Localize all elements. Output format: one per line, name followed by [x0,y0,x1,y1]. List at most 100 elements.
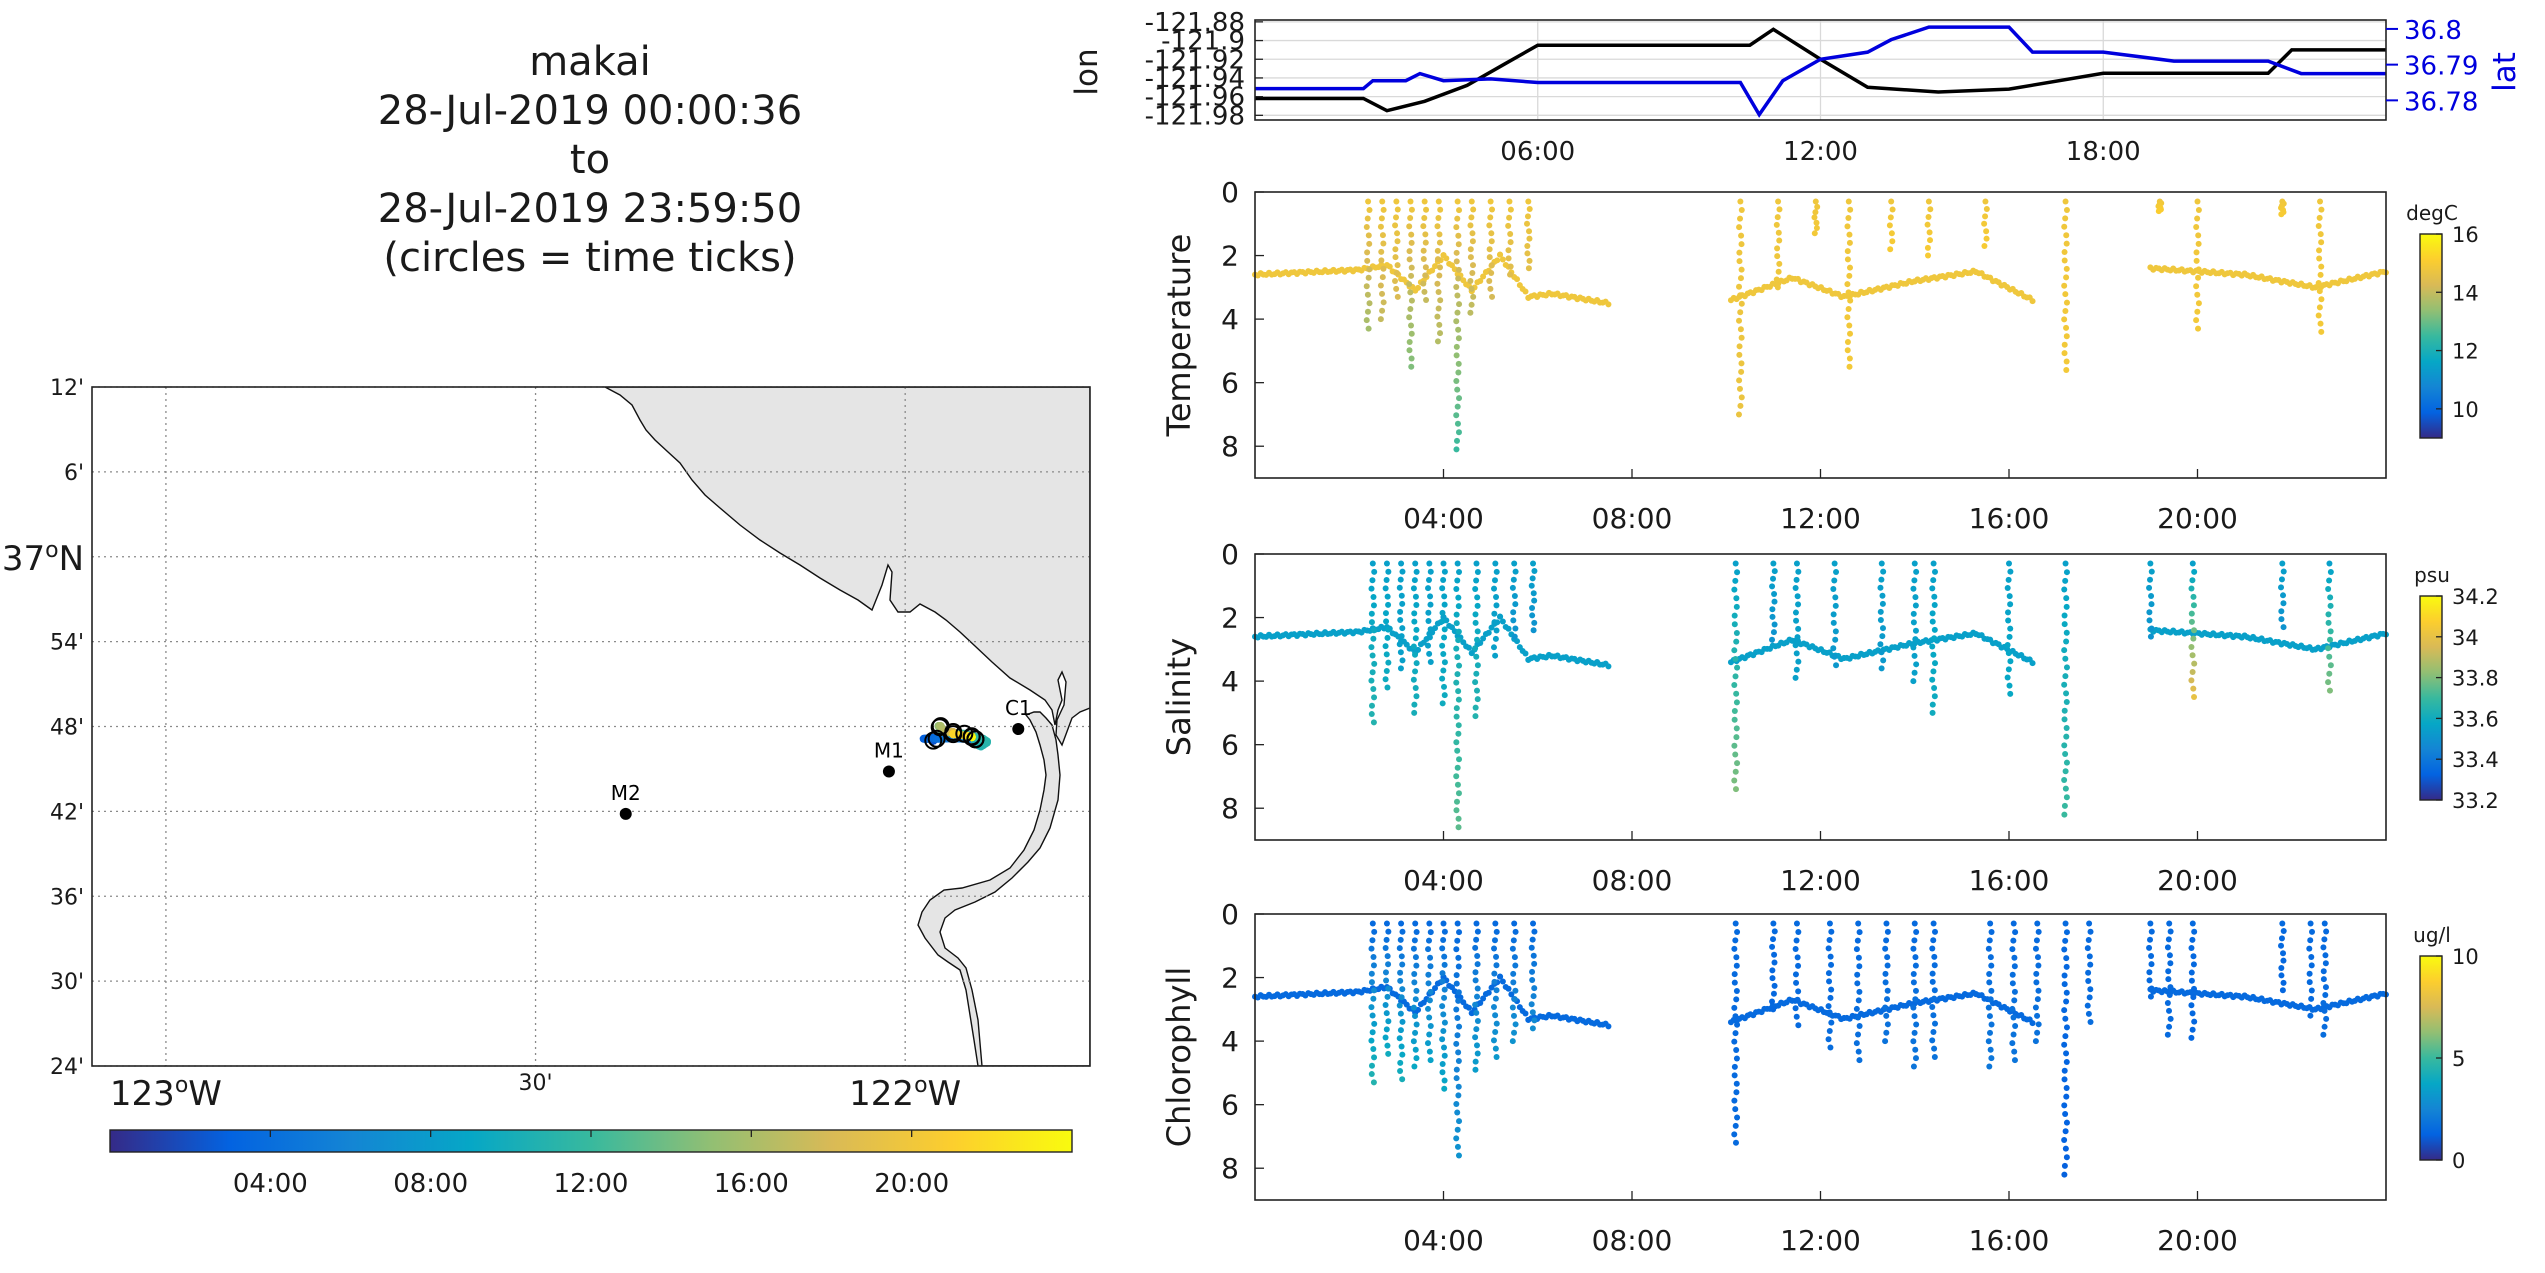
temperature-data-point [2063,265,2070,272]
chlorophyll-data-point [2061,1041,2068,1048]
salinity-data-point [1929,610,1936,617]
chlorophyll-data-point [2035,962,2042,969]
chlorophyll-data-point [2146,969,2153,976]
temperature-data-point [1394,293,1401,300]
temperature-data-point [1735,411,1742,418]
salinity-x-tick-label: 08:00 [1592,864,1673,897]
salinity-data-point [1455,594,1462,601]
chlorophyll-data-point [1426,1031,1433,1038]
chlorophyll-data-point [2063,989,2070,996]
chlorophyll-data-point [1913,928,1920,935]
salinity-data-point [1733,734,1740,741]
chlorophyll-data-point [1432,985,1439,992]
temperature-data-point [1408,272,1415,279]
temperature-data-point [1408,239,1415,246]
temperature-data-point [1454,309,1461,316]
temperature-data-point [1845,289,1852,296]
salinity-data-point [2062,577,2069,584]
chlorophyll-data-point [2009,946,2016,953]
chlorophyll-data-point [2148,961,2155,968]
salinity-data-point [1453,611,1460,618]
chlorophyll-data-point [1454,1109,1461,1116]
chlorophyll-data-point [2321,1007,2328,1014]
salinity-data-point [2006,593,2013,600]
temperature-data-point [1408,264,1415,271]
chlorophyll-data-point [1369,1012,1376,1019]
temperature-data-point [1469,270,1476,277]
salinity-data-point [2278,616,2285,623]
salinity-data-point [1397,617,1404,623]
chlorophyll-data-point [1439,1060,1446,1067]
chlorophyll-data-point [1453,946,1460,953]
chlorophyll-data-point [1510,970,1517,977]
salinity-data-point [2191,660,2198,667]
salinity-data-point [1793,560,1800,567]
salinity-data-point [1384,684,1391,691]
salinity-data-point [1454,747,1461,754]
salinity-data-point [1370,602,1377,609]
temperature-data-point [1812,209,1819,216]
salinity-data-point [2063,638,2070,645]
temperature-data-point [1364,291,1371,298]
temperature-data-point [1392,277,1399,284]
chlorophyll-data-point [1854,980,1861,987]
temperature-data-point [1436,272,1443,279]
salinity-data-point [2061,621,2068,628]
temperature-data-point [1811,214,1818,221]
chlorophyll-data-point [1732,1106,1739,1113]
salinity-data-point [2146,609,2153,616]
salinity-data-point [1493,602,1500,609]
chlorophyll-data-point [1770,936,1777,943]
salinity-data-point [1509,584,1516,591]
salinity-data-point [1878,576,1885,583]
temperature-data-point [1486,254,1493,261]
salinity-data-point [2063,690,2070,697]
temperature-data-point [1422,272,1429,279]
salinity-data-point [1427,568,1434,575]
temperature-data-point [1378,257,1385,264]
salinity-data-point [1473,653,1480,660]
temperature-data-point [1499,256,1506,263]
salinity-data-point [1832,636,1839,643]
salinity-data-point [1474,628,1481,635]
temperature-data-point [1393,285,1400,292]
salinity-data-point [2188,677,2195,684]
chlorophyll-data-point [1477,1000,1484,1007]
temperature-data-point [1454,198,1461,205]
salinity-data-point [1512,601,1519,608]
chlorophyll-data-point [2188,977,2195,984]
chlorophyll-data-point [1770,1006,1777,1013]
temperature-data-point [1406,248,1413,255]
salinity-data-point [2005,576,2012,583]
chlorophyll-data-point [1455,1092,1462,1099]
chlorophyll-data-point [2061,1136,2068,1143]
chlorophyll-data-point [2035,1021,2042,1028]
temperature-data-point [1437,264,1444,271]
chlorophyll-data-point [1368,1062,1375,1069]
salinity-data-point [1911,560,1918,567]
chlorophyll-data-point [1427,929,1434,936]
chlorophyll-data-point [2085,969,2092,976]
map-lat-tick-label: 48' [50,716,84,741]
chlorophyll-data-point [1912,962,1919,969]
temperature-x-tick-label: 12:00 [1780,502,1861,535]
chlorophyll-data-point [2033,979,2040,986]
chlorophyll-data-point [1453,1040,1460,1047]
chlorophyll-data-point [2166,1007,2173,1014]
chlorophyll-data-point [1911,1013,1918,1020]
temperature-data-point [1486,222,1493,229]
chlorophyll-data-point [1454,1032,1461,1039]
position-time-tick-label: 12:00 [1783,137,1858,167]
chlorophyll-data-point [2086,953,2093,960]
chlorophyll-data-point [1910,1063,1917,1070]
temperature-data-point [1738,394,1745,401]
temperature-data-point [2318,263,2325,270]
salinity-data-point [1510,617,1517,624]
salinity-data-point [2063,794,2070,801]
chlorophyll-data-point [1986,1013,1993,1020]
temperature-data-point [2061,350,2068,357]
salinity-data-point [1530,590,1537,597]
chlorophyll-data-point [2146,944,2153,951]
temperature-data-point [1434,280,1441,287]
chlorophyll-data-point [1368,1037,1375,1044]
